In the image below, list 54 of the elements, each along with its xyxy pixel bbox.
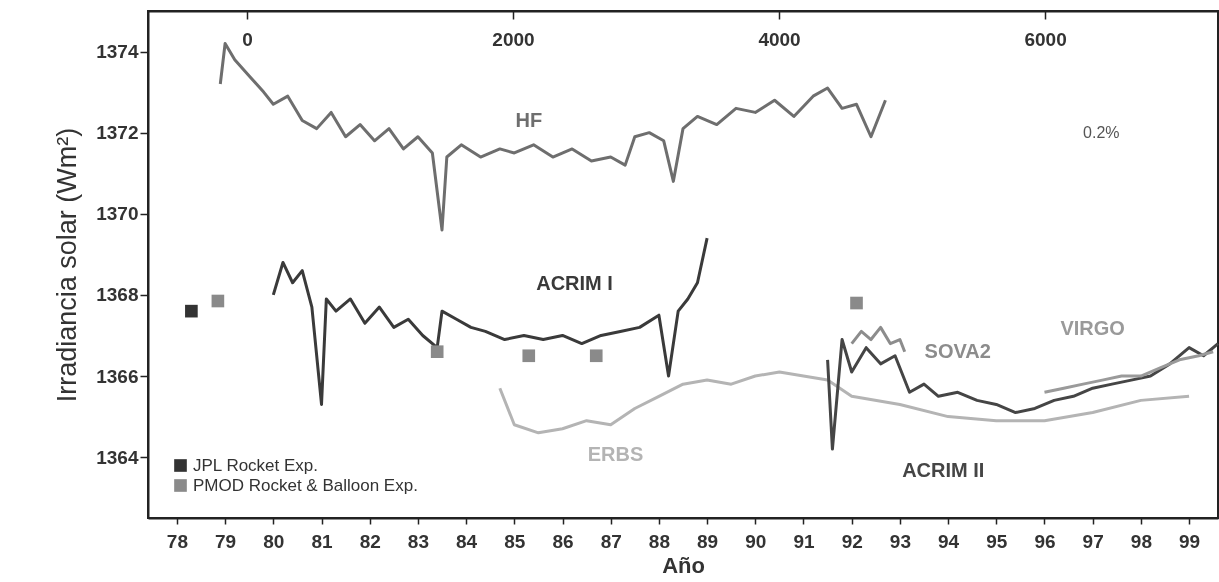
point xyxy=(589,349,603,363)
x-tick-label: 97 xyxy=(1082,530,1104,552)
point xyxy=(185,304,198,318)
x-tick-label: 99 xyxy=(1179,530,1201,552)
x2-tick-label: 6000 xyxy=(1024,28,1067,50)
y-tick-label: 1372 xyxy=(96,122,139,144)
x-tick-label: 89 xyxy=(697,530,719,552)
x-tick-label: 94 xyxy=(938,530,960,552)
series-label: HF xyxy=(515,108,543,131)
x-tick-label: 85 xyxy=(504,530,526,552)
legend-label: JPL Rocket Exp. xyxy=(193,455,319,475)
text: ACRIM II xyxy=(902,459,985,482)
x-axis-title: Año xyxy=(662,552,705,578)
line-series xyxy=(271,236,709,406)
x-tick-label: 83 xyxy=(407,530,429,552)
x-tick-label: 86 xyxy=(552,530,574,552)
x-tick-label: 87 xyxy=(600,530,622,552)
x-tick-label: 78 xyxy=(166,530,188,552)
x-tick-label: 96 xyxy=(1034,530,1056,552)
series-label: VIRGO xyxy=(1060,317,1125,340)
x-tick-label: 82 xyxy=(359,530,381,552)
y-axis-title: Irradiancia solar (Wm²) xyxy=(52,127,83,403)
point xyxy=(522,349,536,363)
x-tick-label: 92 xyxy=(841,530,863,552)
x-tick-label: 91 xyxy=(793,530,815,552)
y-tick-label: 1368 xyxy=(96,284,139,306)
series-label: ACRIM I xyxy=(536,272,613,295)
line-series xyxy=(826,338,1219,451)
point xyxy=(211,294,225,308)
line-series xyxy=(498,370,1191,435)
x-tick-label: 80 xyxy=(263,530,285,552)
y-tick-label: 1374 xyxy=(96,41,139,63)
x2-tick-label: 2000 xyxy=(492,28,535,50)
x2-tick-label: 0 xyxy=(242,28,253,50)
y-tick-label: 1366 xyxy=(96,365,139,387)
x-tick-label: 95 xyxy=(986,530,1008,552)
y-tick-label: 1370 xyxy=(96,203,139,225)
y-tick-label: 1364 xyxy=(96,446,139,468)
x-tick-label: 84 xyxy=(456,530,478,552)
point xyxy=(850,296,863,310)
point xyxy=(430,345,444,359)
x-tick-label: 93 xyxy=(889,530,911,552)
series-label: SOVA2 xyxy=(924,339,991,362)
annotation: 0.2% xyxy=(1083,123,1120,141)
x-tick-label: 81 xyxy=(311,530,334,552)
x-tick-label: 88 xyxy=(648,530,670,552)
x-tick-label: 98 xyxy=(1130,530,1152,552)
x-tick-label: 79 xyxy=(215,530,237,552)
series-label: ERBS xyxy=(587,443,644,466)
line-series xyxy=(1042,350,1215,394)
line-series xyxy=(850,325,907,354)
legend-label: PMOD Rocket & Balloon Exp. xyxy=(193,475,418,495)
x2-tick-label: 4000 xyxy=(758,28,801,50)
x-tick-label: 90 xyxy=(745,530,767,552)
